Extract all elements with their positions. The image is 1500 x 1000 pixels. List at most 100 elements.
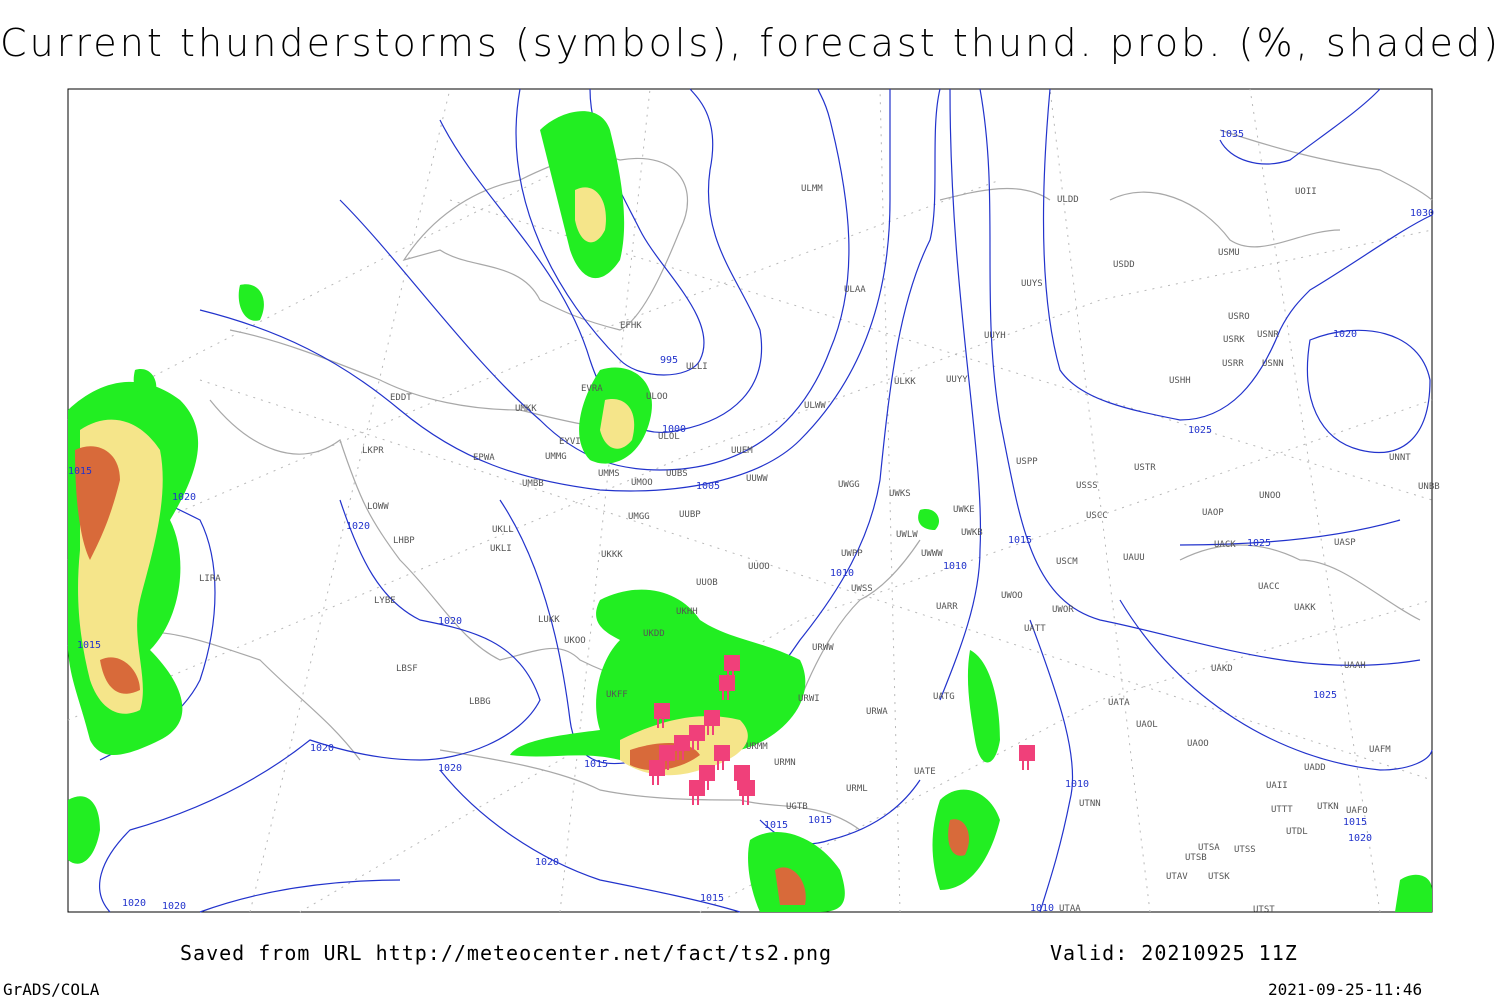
isobar-label: 1010 <box>1030 903 1054 914</box>
station-code: UTAA <box>1059 904 1081 914</box>
isobar-label: 1025 <box>1247 538 1271 549</box>
station-code: URWA <box>866 707 888 717</box>
station-code: USRO <box>1228 312 1250 322</box>
thunderstorm-symbol <box>714 745 730 770</box>
thunderstorm-symbol <box>1019 745 1035 770</box>
isobar-label: 1025 <box>1313 690 1337 701</box>
isobar-label: 1020 <box>172 492 196 503</box>
software: GrADS/COLA <box>3 980 100 999</box>
isobar-label: 1015 <box>764 820 788 831</box>
station-code: UAUU <box>1123 553 1145 563</box>
station-code: USRR <box>1222 359 1244 369</box>
thunderstorm-symbols <box>649 655 1035 805</box>
isobar-label: 1015 <box>68 466 92 477</box>
thunderstorm-symbol <box>724 655 740 680</box>
station-code: UMMS <box>598 469 620 479</box>
station-code: URML <box>846 784 868 794</box>
station-code: LHBP <box>393 536 415 546</box>
isobar-label: 1025 <box>1188 425 1212 436</box>
station-code: UMOO <box>631 478 653 488</box>
station-code: EFHK <box>620 321 642 331</box>
station-code: UTDL <box>1286 827 1308 837</box>
station-code: ULAA <box>844 285 866 295</box>
station-code: USHH <box>1169 376 1191 386</box>
isobar-label: 1000 <box>662 424 686 435</box>
station-code: ULKK <box>894 377 916 387</box>
station-code: UUWW <box>746 474 768 484</box>
station-code: UKLL <box>492 525 514 535</box>
station-code: UKKK <box>601 550 623 560</box>
station-code: UWKE <box>953 505 975 515</box>
station-code: UAAH <box>1344 661 1366 671</box>
station-code: LBBG <box>469 697 491 707</box>
station-code: UAOO <box>1187 739 1209 749</box>
station-code: UTKN <box>1317 802 1339 812</box>
isobar-label: 1030 <box>1410 208 1434 219</box>
station-code: LBSF <box>396 664 418 674</box>
saved-url: Saved from URL http://meteocenter.net/fa… <box>180 941 832 965</box>
station-code: UTSK <box>1208 872 1230 882</box>
station-code: UMMG <box>545 452 567 462</box>
station-code: UWGG <box>838 480 860 490</box>
station-code: UWOO <box>1001 591 1023 601</box>
isobar-label: 1015 <box>1343 817 1367 828</box>
station-code: UNBB <box>1418 482 1440 492</box>
title: Current thunderstorms (symbols), forecas… <box>0 21 1500 65</box>
station-code: UWPP <box>841 549 863 559</box>
isobar-label: 1020 <box>438 616 462 627</box>
isobar-label: 1020 <box>438 763 462 774</box>
station-code: ULOO <box>646 392 668 402</box>
isobar-label: 1015 <box>808 815 832 826</box>
station-code: USTR <box>1134 463 1156 473</box>
station-code: USRK <box>1223 335 1245 345</box>
station-code: LYBE <box>374 596 396 606</box>
station-code: LUKK <box>538 615 560 625</box>
station-code: UAOP <box>1202 508 1224 518</box>
station-code: UAKD <box>1211 664 1233 674</box>
station-code: UTTT <box>1271 805 1293 815</box>
thunderstorm-symbol <box>739 780 755 805</box>
station-code: UUOB <box>696 578 718 588</box>
station-code: UKLI <box>490 544 512 554</box>
station-code: UTSS <box>1234 845 1256 855</box>
isobar-label: 1015 <box>584 759 608 770</box>
station-code: UTSB <box>1185 853 1207 863</box>
station-code: URMN <box>774 758 796 768</box>
station-code: UUYY <box>946 375 968 385</box>
isobar-label: 1010 <box>1065 779 1089 790</box>
station-code: UOII <box>1295 187 1317 197</box>
station-code: USSS <box>1076 481 1098 491</box>
station-code: UATG <box>933 692 955 702</box>
isobar-label: 1015 <box>77 640 101 651</box>
station-code: UWSS <box>851 584 873 594</box>
isobar-label: 1015 <box>1008 535 1032 546</box>
station-code: UUBP <box>679 510 701 520</box>
thunderstorm-symbol <box>649 760 665 785</box>
station-code: USNN <box>1262 359 1284 369</box>
station-code: UATE <box>914 767 936 777</box>
station-code: URWI <box>798 694 820 704</box>
station-code: UADD <box>1304 763 1326 773</box>
station-code: ULLI <box>686 362 708 372</box>
station-code: URWW <box>812 643 834 653</box>
station-code: USNR <box>1257 330 1279 340</box>
station-code: LIRA <box>199 574 221 584</box>
station-code: UUYS <box>1021 279 1043 289</box>
timestamp: 2021-09-25-11:46 <box>1268 980 1422 999</box>
station-code: UUOO <box>748 562 770 572</box>
station-code: UNOO <box>1259 491 1281 501</box>
station-code: UTSA <box>1198 843 1220 853</box>
station-code: UATA <box>1108 698 1130 708</box>
station-code: EVRA <box>581 384 603 394</box>
station-code: LKPR <box>362 446 384 456</box>
station-code: ULWW <box>804 401 826 411</box>
thunderstorm-symbol <box>689 780 705 805</box>
station-code: LOWW <box>367 502 389 512</box>
station-code: UTNN <box>1079 799 1101 809</box>
isobar-label: 1020 <box>535 857 559 868</box>
station-code: UTST <box>1253 905 1275 915</box>
station-code: USCM <box>1056 557 1078 567</box>
station-code: EPWA <box>473 453 495 463</box>
station-code: USMU <box>1218 248 1240 258</box>
